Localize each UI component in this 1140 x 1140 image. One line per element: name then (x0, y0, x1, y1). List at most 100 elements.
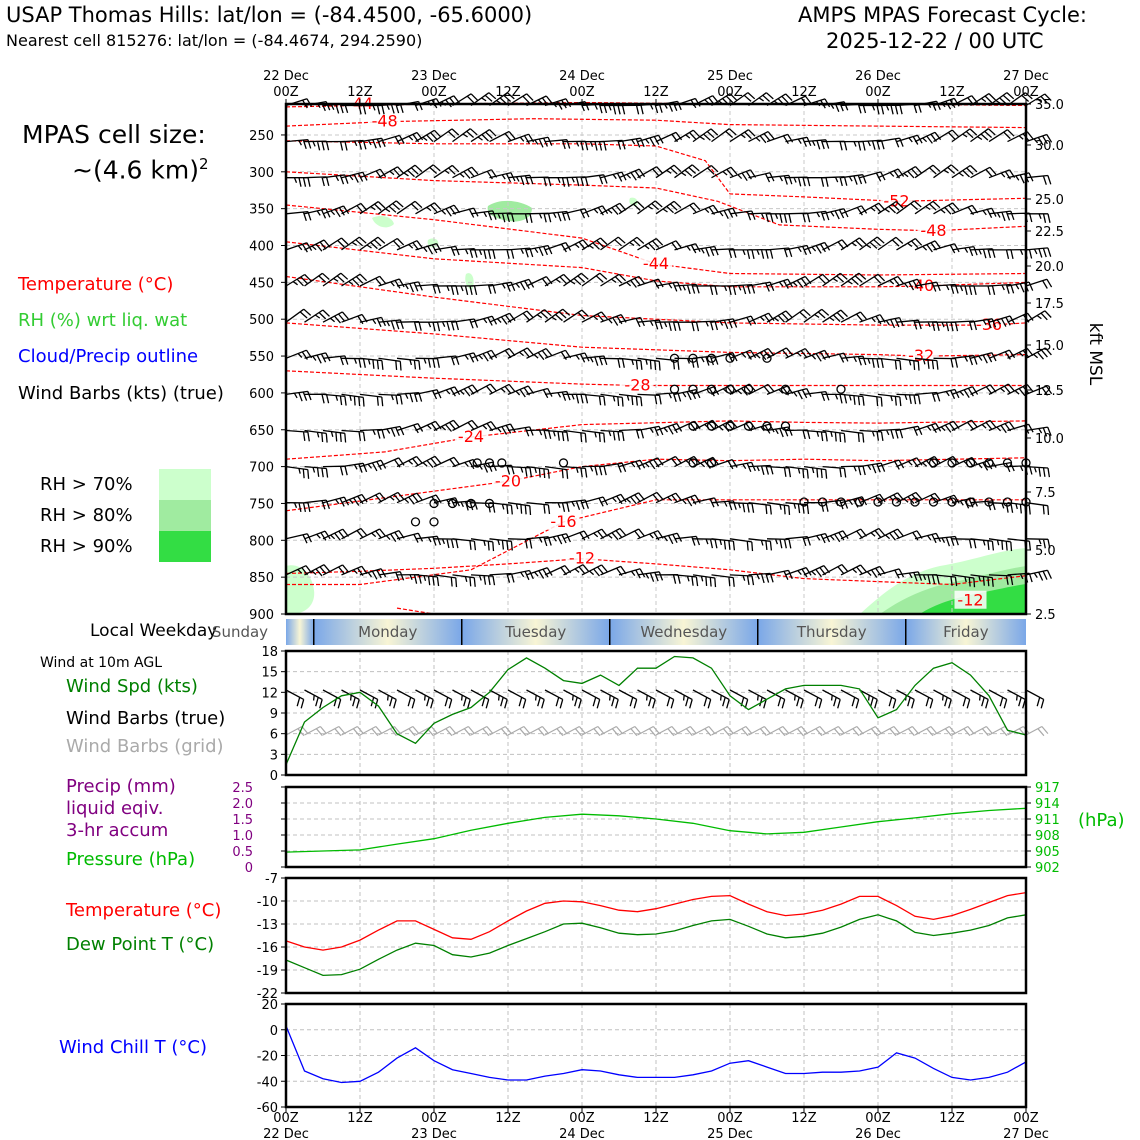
pressure-tick-label: 700 (249, 461, 274, 476)
true-wind-barb (859, 689, 878, 709)
temperature-dewpoint-panel: -22 -19 -16 -13 -10 -7 (257, 872, 1028, 1002)
upper-wind-barb (933, 202, 960, 215)
upper-wind-barb (729, 283, 756, 295)
upper-wind-barb (692, 95, 720, 107)
upper-wind-barb (933, 321, 959, 332)
legend-pressure: Pressure (hPa) (66, 849, 196, 870)
upper-wind-barb (396, 281, 423, 293)
true-wind-barb (526, 689, 545, 709)
upper-wind-barb (415, 321, 441, 332)
upper-wind-barb (803, 532, 831, 544)
y-tick-label: 3 (270, 748, 278, 763)
upper-wind-barb (1025, 133, 1053, 146)
upper-wind-barb (1025, 310, 1052, 323)
grid-wind-barb (803, 725, 827, 737)
upper-wind-barb (859, 139, 885, 150)
upper-wind-barb (396, 357, 421, 370)
upper-wind-barb (988, 574, 1014, 586)
y-tick-label: 18 (261, 645, 278, 660)
upper-wind-barb (544, 502, 570, 512)
upper-wind-barb (433, 538, 459, 549)
upper-wind-barb (840, 429, 865, 443)
temperature-contour-label: -36 (976, 315, 1002, 334)
cloud-circle (965, 497, 976, 507)
upper-wind-barb (526, 309, 552, 323)
upper-wind-barb (822, 272, 848, 287)
upper-wind-barb (637, 530, 664, 541)
upper-wind-barb (341, 493, 368, 506)
true-wind-barb (452, 689, 471, 709)
upper-wind-barb (489, 383, 516, 395)
true-wind-barb (433, 689, 453, 709)
upper-wind-barb (415, 574, 440, 587)
upper-wind-barb (877, 236, 904, 251)
upper-wind-barb (396, 573, 422, 584)
pressure-unit-label: (hPa) (1078, 810, 1125, 831)
top-tick-label-hour: 00Z (273, 85, 299, 100)
upper-wind-barb (896, 200, 922, 215)
upper-wind-barb (1025, 347, 1052, 360)
upper-wind-barb (618, 393, 643, 407)
true-wind-barb (655, 689, 675, 709)
upper-wind-barb (378, 425, 405, 437)
upper-wind-barb (470, 283, 497, 294)
upper-wind-barb (877, 104, 903, 115)
upper-wind-barb (1025, 247, 1052, 258)
upper-wind-barb (452, 458, 479, 470)
grid-wind-barb (285, 725, 309, 737)
upper-wind-barb (396, 422, 424, 434)
upper-wind-barb (507, 426, 534, 437)
upper-wind-barb (896, 571, 923, 582)
upper-wind-barb (600, 139, 626, 150)
cell-size-number: ~(4.6 km) (72, 155, 199, 185)
upper-wind-barb (507, 133, 535, 144)
upper-wind-barb (637, 166, 664, 179)
kft-tick-label: 10.0 (1035, 432, 1064, 447)
upper-wind-barb (877, 275, 905, 287)
cloud-circle (669, 353, 680, 363)
upper-wind-barb (489, 312, 516, 325)
top-tick-label-hour: 12Z (643, 85, 669, 100)
upper-wind-barb (304, 208, 331, 219)
upper-wind-barb (748, 92, 774, 107)
upper-wind-barb (748, 502, 772, 515)
bottom-tick-label-day: 23 Dec (411, 1127, 457, 1140)
upper-wind-barb (618, 428, 645, 439)
contour-label-bg (368, 111, 401, 130)
legend-rh70: RH > 70% (40, 474, 133, 495)
upper-wind-barb (748, 423, 775, 434)
upper-wind-barb (396, 164, 423, 179)
cloud-circle (836, 384, 846, 394)
upper-wind-barb (470, 461, 497, 473)
pressure-tick-label: 850 (249, 571, 274, 586)
upper-wind-barb (840, 174, 867, 185)
grid-wind-barb (951, 725, 975, 737)
cloud-circle (466, 498, 476, 509)
upper-wind-barb (322, 272, 349, 287)
kft-tick-label: 25.0 (1035, 193, 1064, 208)
upper-wind-barb (378, 529, 405, 542)
top-tick-label-hour: 12Z (939, 85, 965, 100)
upper-wind-barb (729, 502, 755, 513)
upper-wind-barb (526, 176, 552, 187)
true-wind-barb (618, 689, 638, 709)
upper-wind-barb (285, 502, 311, 513)
temperature-contour-label: -48 (372, 112, 398, 131)
grid-wind-barb (877, 725, 901, 737)
upper-wind-barb (748, 131, 775, 144)
upper-wind-barb (933, 420, 960, 433)
upper-wind-barb (877, 137, 904, 148)
upper-wind-barb (692, 128, 719, 143)
kft-tick-label: 12.5 (1035, 384, 1064, 399)
upper-wind-barb (600, 202, 627, 216)
upper-wind-barb (748, 248, 774, 259)
upper-wind-barb (470, 249, 496, 260)
upper-wind-barb (507, 465, 533, 478)
upper-wind-barb (766, 538, 792, 549)
nearest-cell-subtitle: Nearest cell 815276: lat/lon = (-84.4674… (6, 31, 423, 50)
upper-wind-barb (877, 168, 905, 179)
rh-fill-patch (629, 197, 638, 206)
upper-wind-barb (285, 533, 312, 544)
grid-wind-barb (304, 725, 327, 737)
